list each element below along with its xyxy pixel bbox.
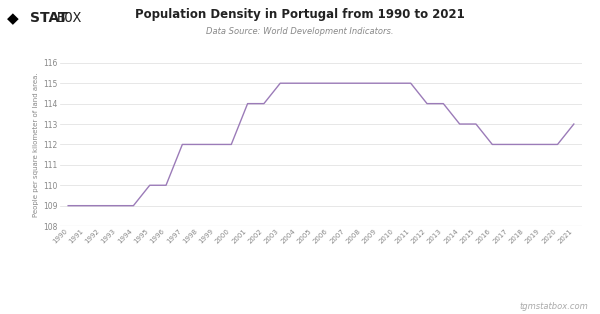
Text: STAT: STAT — [30, 11, 68, 25]
Text: BOX: BOX — [56, 11, 82, 25]
Text: Population Density in Portugal from 1990 to 2021: Population Density in Portugal from 1990… — [135, 8, 465, 21]
Text: ◆: ◆ — [7, 11, 19, 26]
Text: tgmstatbox.com: tgmstatbox.com — [519, 302, 588, 311]
Y-axis label: People per square kilometer of land area.: People per square kilometer of land area… — [32, 72, 38, 217]
Text: Data Source: World Development Indicators.: Data Source: World Development Indicator… — [206, 27, 394, 36]
